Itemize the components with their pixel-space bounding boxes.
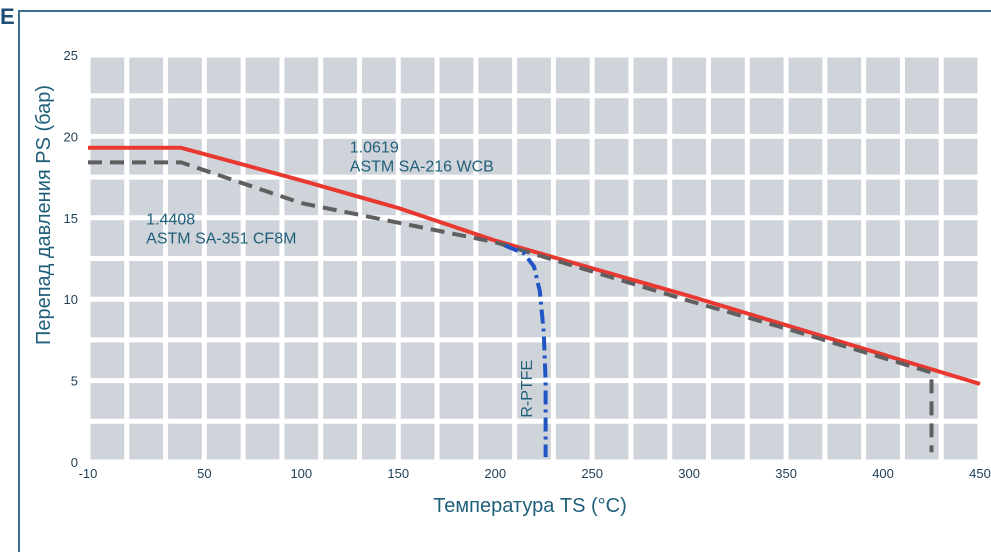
y-tick-label: 0: [71, 455, 78, 470]
series-label-3: R-PTFE: [519, 360, 536, 418]
series-label-2-line-1: 1.4408: [146, 211, 195, 228]
x-tick-label: -10: [79, 466, 98, 481]
x-tick-label: 50: [197, 466, 211, 481]
series-line-3: [504, 243, 548, 458]
series-layer: [88, 145, 981, 458]
y-axis-title: Перепад давления PS (бар): [33, 85, 55, 345]
series-line-1: [88, 145, 981, 386]
x-tick-label: 300: [678, 466, 700, 481]
pressure-temperature-chart: -10 50 100 150 200 250 300 350 400 4500510152025 …: [33, 48, 991, 517]
x-tick-label: 200: [484, 466, 506, 481]
chart-frame: [18, 10, 991, 552]
grid: [85, 52, 983, 465]
y-tick-label: 20: [64, 129, 78, 144]
x-axis-title: Температура TS (°C): [433, 495, 627, 517]
y-tick-label: 25: [64, 48, 78, 63]
edge-letter: E: [0, 4, 15, 29]
x-tick-label: 450: [969, 466, 991, 481]
x-tick-label: 250: [581, 466, 603, 481]
series-line-2: [88, 160, 934, 453]
x-tick-label: 400: [872, 466, 894, 481]
x-tick-label: 100: [290, 466, 312, 481]
x-tick-label: 150: [387, 466, 409, 481]
series-labels: 1.0619 ASTM SA-216 WCB 1.4408 ASTM SA-351 C…: [146, 140, 536, 418]
series-label-1-line-1: 1.0619: [350, 140, 399, 157]
series-label-1-line-2: ASTM SA-216 WCB: [350, 159, 494, 176]
x-tick-label: 350: [775, 466, 797, 481]
y-tick-label: 5: [71, 374, 78, 389]
y-tick-label: 10: [64, 292, 78, 307]
y-tick-label: 15: [64, 211, 78, 226]
tick-labels: -10 50 100 150 200 250 300 350 400 450 0 5 10 15 20 25: [64, 48, 991, 481]
series-label-2-line-2: ASTM SA-351 CF8M: [146, 230, 296, 247]
